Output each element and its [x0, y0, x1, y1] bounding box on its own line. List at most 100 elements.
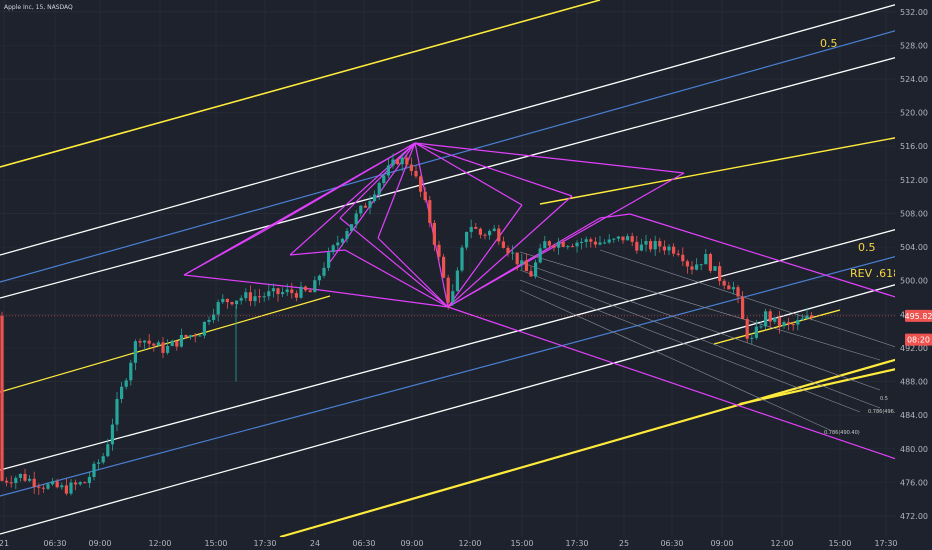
- candle-body-172: [791, 324, 795, 326]
- candle-body-97: [446, 277, 450, 303]
- candle-80: [368, 195, 372, 215]
- candle-body-0: [0, 315, 4, 481]
- candle-body-41: [189, 335, 193, 338]
- pattern-line-13: [414, 142, 573, 197]
- y-tick-label-8: 504.00: [900, 243, 928, 252]
- y-tick-label-10: 512.00: [900, 176, 928, 185]
- candle-175: [805, 307, 809, 320]
- candle-body-62: [285, 289, 289, 293]
- pitchfork-line-9: [0, 281, 906, 535]
- candle-32: [147, 334, 151, 349]
- candle-body-4: [18, 473, 22, 478]
- candle-51: [235, 300, 239, 309]
- candle-body-53: [244, 292, 248, 299]
- candle-body-163: [750, 337, 754, 339]
- candle-138: [635, 235, 639, 254]
- pitchfork-line-0: [0, 0, 601, 168]
- candle-body-98: [451, 291, 455, 303]
- x-tick-label-0: 21: [0, 539, 9, 548]
- x-tick-label-17: 17:30: [874, 539, 897, 548]
- candle-38: [175, 340, 179, 351]
- candle-112: [515, 252, 519, 271]
- candle-body-93: [428, 200, 432, 223]
- candle-11: [51, 477, 55, 486]
- candle-body-1: [5, 480, 9, 483]
- candle-body-92: [423, 191, 427, 201]
- candle-163: [750, 333, 754, 345]
- candle-body-49: [225, 298, 229, 303]
- candle-120: [552, 243, 556, 252]
- candle-body-48: [221, 298, 225, 303]
- candle-body-138: [635, 241, 639, 251]
- candle-body-27: [124, 380, 128, 387]
- candle-89: [409, 157, 413, 176]
- harmonic-pattern: [183, 142, 906, 463]
- x-tick-label-9: 12:00: [458, 539, 481, 548]
- candle-body-3: [14, 477, 18, 484]
- y-tick-label-7: 500.00: [900, 277, 928, 286]
- candle-body-123: [566, 246, 570, 248]
- candle-176: [810, 311, 814, 321]
- time-axis[interactable]: 21 06:30 09:00 12:00 15:00 17:30 24 06:30 09:00 1…: [0, 537, 932, 550]
- candle-144: [662, 240, 666, 255]
- candle-body-174: [800, 318, 804, 321]
- annotation-rev-618: REV .618: [850, 267, 900, 280]
- price-label-bg-1: [905, 333, 932, 346]
- candle-body-20: [92, 463, 96, 477]
- y-tick-label-12: 520.00: [900, 109, 928, 118]
- candle-body-176: [810, 315, 814, 318]
- candle-160: [736, 284, 740, 304]
- candle-30: [138, 338, 142, 347]
- pitchfork-line-11: [0, 253, 906, 497]
- candle-126: [580, 238, 584, 250]
- candle-151: [695, 258, 699, 271]
- x-tick-label-11: 17:30: [565, 539, 588, 548]
- candle-159: [731, 281, 735, 295]
- candle-90: [414, 165, 418, 179]
- candle-105: [483, 232, 487, 240]
- candle-60: [276, 287, 280, 302]
- candle-body-80: [368, 201, 372, 208]
- annotation-small-0: 0.786(496.42): [868, 409, 904, 415]
- price-axis-bg: [895, 0, 932, 550]
- candle-168: [773, 317, 777, 325]
- candle-173: [796, 313, 800, 331]
- candle-body-86: [396, 159, 400, 165]
- price-axis[interactable]: 472.00476.00480.00484.00488.00492.00496.…: [895, 0, 932, 550]
- candle-body-42: [193, 335, 197, 337]
- candle-118: [543, 235, 547, 249]
- pattern-line-12: [377, 237, 449, 308]
- candle-143: [658, 238, 662, 253]
- candle-116: [534, 259, 538, 279]
- pattern-line-4: [414, 142, 685, 174]
- candle-body-24: [110, 424, 114, 445]
- candle-53: [244, 288, 248, 302]
- candle-body-39: [179, 335, 183, 347]
- candle-169: [777, 310, 781, 334]
- candle-body-58: [267, 291, 271, 297]
- candle-133: [612, 237, 616, 243]
- candle-body-74: [340, 238, 344, 243]
- candle-body-5: [23, 473, 27, 481]
- pattern-line-18: [339, 217, 449, 308]
- candle-75: [345, 227, 349, 243]
- candle-body-35: [161, 342, 165, 353]
- candle-body-65: [299, 286, 303, 298]
- candle-body-146: [672, 246, 676, 254]
- candle-body-114: [524, 260, 528, 272]
- candle-body-135: [621, 236, 625, 241]
- candle-body-109: [501, 241, 505, 248]
- pattern-line-3: [414, 142, 449, 308]
- candle-141: [649, 238, 653, 253]
- candle-47: [216, 299, 220, 322]
- candle-69: [317, 274, 321, 286]
- candle-body-83: [382, 175, 386, 184]
- x-tick-label-15: 12:00: [770, 539, 793, 548]
- candle-body-115: [529, 271, 533, 277]
- candle-56: [258, 288, 262, 304]
- candle-31: [143, 339, 147, 351]
- candle-body-168: [773, 317, 777, 322]
- candle-body-69: [317, 275, 321, 281]
